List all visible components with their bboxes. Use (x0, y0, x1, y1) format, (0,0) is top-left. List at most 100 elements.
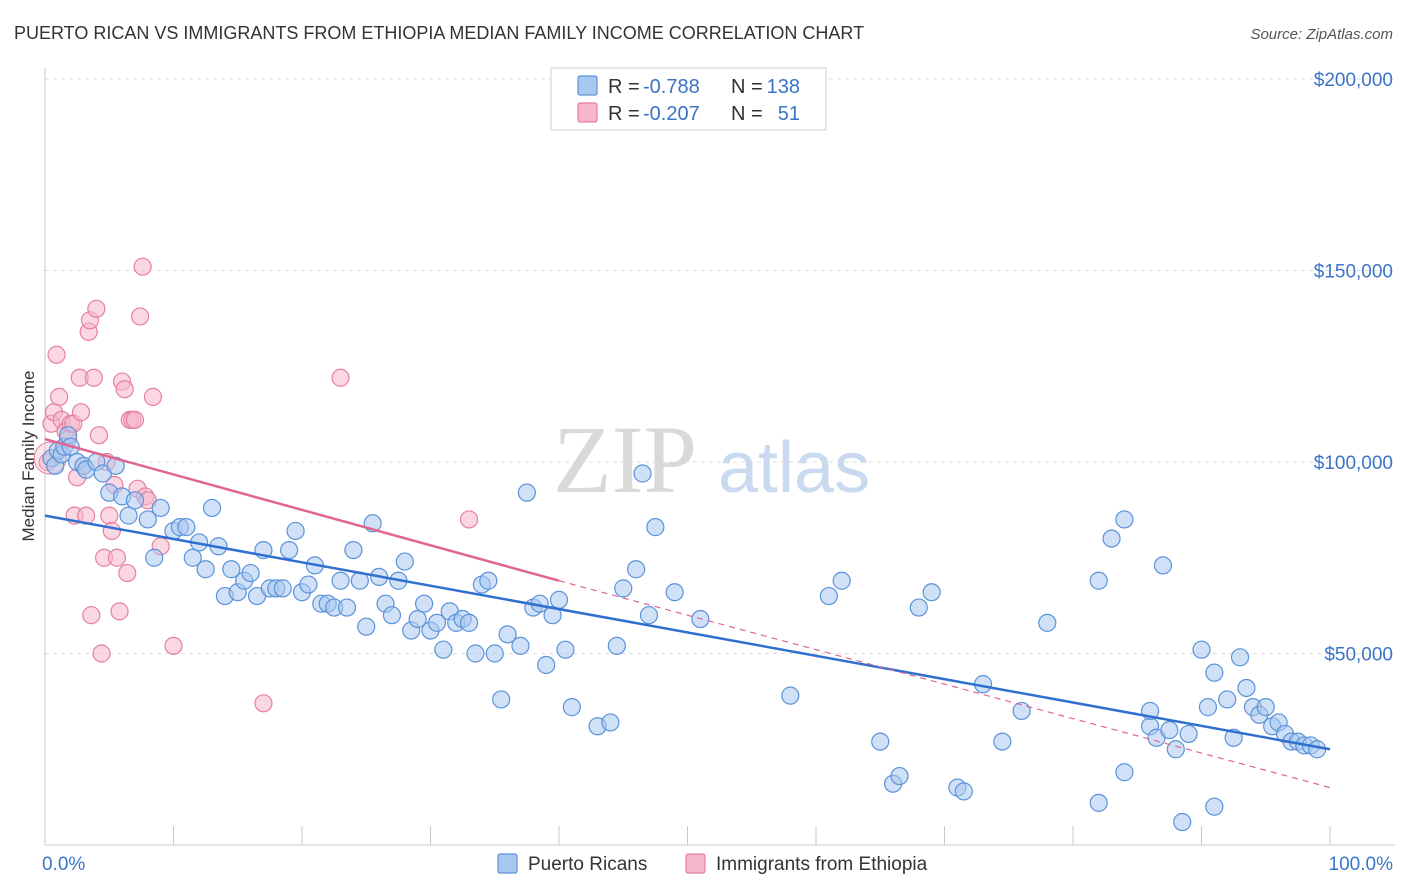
puerto-rican-point (517, 483, 536, 502)
ethiopia-point (82, 606, 101, 625)
ethiopia-point (92, 644, 111, 663)
puerto-rican-point (177, 518, 196, 537)
watermark: ZIP atlas (553, 406, 870, 513)
ethiopia-trend-line-extension (558, 580, 1331, 789)
ethiopia-point (89, 426, 109, 445)
ethiopia-point (130, 307, 150, 326)
puerto-rican-point (993, 732, 1012, 751)
ethiopia-point (107, 548, 127, 567)
ethiopia-point (164, 636, 183, 655)
puerto-rican-point (909, 598, 928, 617)
ethiopia-point (71, 403, 91, 422)
ethiopia-point (254, 694, 273, 713)
y-tick-label: $100,000 (1314, 453, 1393, 474)
puerto-rican-point (119, 506, 138, 525)
puerto-rican-point (196, 560, 215, 579)
chart-title: PUERTO RICAN VS IMMIGRANTS FROM ETHIOPIA… (14, 23, 864, 43)
puerto-rican-point (832, 571, 851, 590)
puerto-rican-point (414, 594, 434, 613)
puerto-rican-point (633, 464, 652, 483)
ethiopia-point (50, 387, 69, 406)
puerto-rican-point (395, 552, 414, 571)
legend-n-value-1: 138 (767, 76, 800, 98)
puerto-rican-point (607, 636, 626, 655)
puerto-rican-point (382, 606, 402, 625)
legend-r-value-1: -0.788 (643, 76, 700, 98)
legend-r-label-2: R = (608, 103, 640, 125)
puerto-rican-point (273, 579, 292, 598)
series-ethiopia-points (33, 257, 479, 713)
puerto-rican-point (1160, 720, 1179, 740)
puerto-rican-point (427, 613, 447, 632)
puerto-rican-point (537, 655, 556, 675)
puerto-rican-point (1115, 510, 1134, 529)
puerto-rican-point (601, 713, 620, 732)
ethiopia-point (87, 299, 106, 318)
puerto-rican-point (145, 548, 164, 567)
puerto-rican-point (1205, 663, 1224, 682)
puerto-rican-point (1102, 529, 1121, 548)
puerto-rican-point (138, 510, 157, 529)
ethiopia-point (47, 345, 66, 364)
puerto-rican-point (125, 491, 145, 510)
legend-swatch-puerto-ricans (577, 75, 598, 96)
puerto-rican-point (466, 644, 485, 663)
x-tick-marks (44, 826, 1331, 845)
chart-source: Source: ZipAtlas.com (1250, 26, 1393, 43)
legend-n-value-2: 51 (778, 103, 800, 125)
puerto-rican-point (286, 521, 305, 541)
puerto-rican-point (626, 560, 646, 579)
puerto-rican-point (1256, 698, 1275, 717)
puerto-rican-point (781, 686, 800, 705)
puerto-rican-point (646, 518, 665, 537)
puerto-rican-point (331, 571, 350, 590)
puerto-rican-point (871, 732, 890, 751)
ethiopia-point (84, 368, 103, 387)
bottom-legend-swatch-ethiopia (685, 853, 706, 874)
puerto-rican-point (202, 498, 222, 518)
y-tick-labels: $50,000 $100,000 $150,000 $200,000 (1314, 70, 1393, 666)
puerto-rican-point (549, 590, 569, 609)
puerto-rican-point (357, 617, 376, 636)
puerto-rican-point (819, 586, 838, 606)
x-tick-label: 100.0% (1329, 854, 1394, 875)
x-tick-labels: 0.0% 100.0% (42, 854, 1393, 875)
puerto-rican-point (954, 782, 973, 801)
puerto-rican-point (183, 548, 202, 567)
series-puerto-ricans-points (42, 426, 1327, 832)
puerto-rican-point (280, 540, 299, 560)
puerto-rican-point (337, 598, 357, 617)
puerto-rican-point (299, 575, 318, 594)
puerto-rican-point (498, 625, 517, 644)
bottom-legend-swatch-puerto-ricans (497, 853, 518, 874)
puerto-rican-point (1166, 740, 1185, 759)
bottom-legend: Puerto Ricans Immigrants from Ethiopia (497, 853, 928, 875)
y-tick-label: $150,000 (1314, 262, 1393, 283)
y-tick-label: $200,000 (1314, 70, 1393, 91)
bottom-legend-label-ethiopia: Immigrants from Ethiopia (716, 854, 928, 875)
puerto-rican-point (1230, 648, 1250, 667)
puerto-rican-point (1218, 690, 1237, 709)
legend-n-label-2: N = (731, 103, 763, 125)
watermark-zip: ZIP (553, 406, 697, 513)
legend-r-label-1: R = (608, 76, 640, 98)
x-tick-label: 0.0% (42, 854, 85, 875)
puerto-rican-point (1115, 763, 1134, 782)
y-axis-label: Median Family Income (19, 370, 38, 541)
legend-n-label-1: N = (731, 76, 763, 98)
trend-lines (44, 437, 1331, 789)
puerto-rican-point (344, 540, 363, 560)
puerto-rican-point (1012, 701, 1031, 721)
ethiopia-point (110, 602, 129, 621)
puerto-rican-point (556, 640, 575, 659)
puerto-rican-point (434, 640, 453, 659)
puerto-ricans-trend-line (44, 514, 1331, 751)
watermark-atlas: atlas (718, 428, 870, 508)
puerto-rican-point (614, 579, 633, 598)
ethiopia-point (125, 410, 145, 429)
puerto-rican-point (1179, 724, 1198, 744)
ethiopia-point (133, 257, 152, 276)
puerto-rican-point (562, 698, 581, 717)
